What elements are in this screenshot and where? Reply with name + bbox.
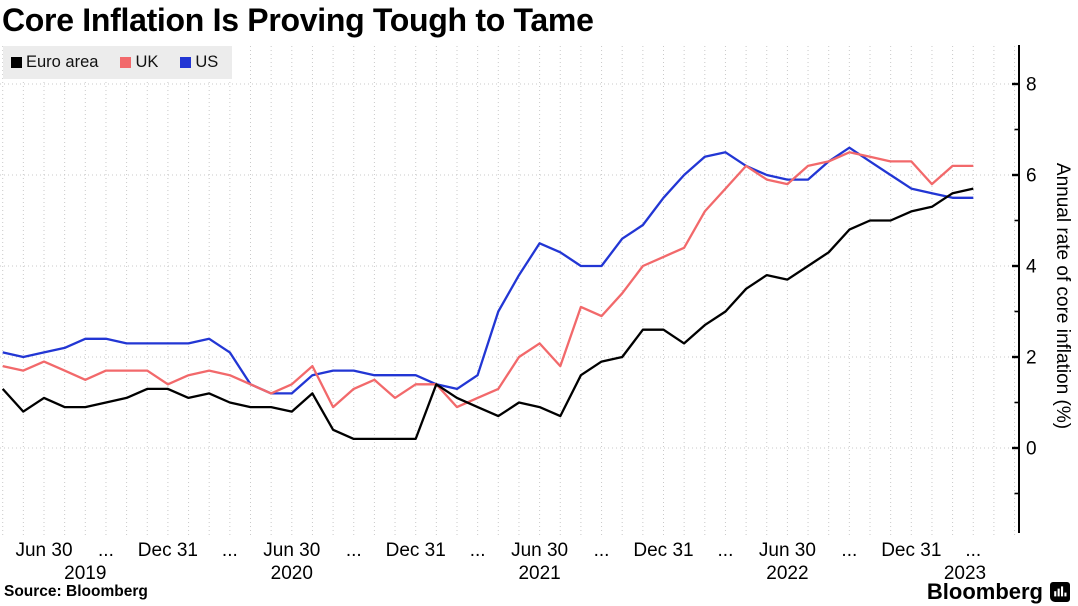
x-tick-label: ...	[594, 540, 610, 561]
x-tick-label: Dec 31	[633, 540, 693, 561]
legend-item-us: US	[180, 53, 218, 72]
y-tick-label: 8	[1026, 75, 1037, 96]
bloomberg-terminal-icon	[1050, 582, 1070, 602]
series-line-uk	[2, 151, 974, 409]
x-tick-label: Jun 30	[759, 540, 816, 561]
x-tick-label: Jun 30	[511, 540, 568, 561]
y-tick-label: 0	[1026, 439, 1037, 460]
bloomberg-wordmark: Bloomberg	[926, 579, 1043, 604]
series-line-us	[2, 146, 974, 395]
legend-swatch	[11, 57, 22, 68]
x-tick-label: ...	[718, 540, 734, 561]
x-tick-label: Jun 30	[15, 540, 72, 561]
legend-label: US	[195, 53, 219, 71]
x-year-label: 2021	[518, 563, 560, 584]
y-tick-label: 4	[1026, 257, 1037, 278]
gridlines	[0, 46, 1019, 535]
legend-swatch	[120, 57, 132, 68]
x-tick-label: ...	[346, 540, 362, 561]
y-tick-label: 2	[1026, 348, 1037, 369]
legend-swatch	[180, 57, 192, 68]
legend-item-uk: UK	[120, 53, 158, 72]
x-year-label: 2020	[271, 563, 313, 584]
x-tick-label: Dec 31	[138, 540, 198, 561]
x-year-label: 2019	[64, 563, 106, 584]
x-tick-label: ...	[98, 540, 114, 561]
series-line-euro-area	[1, 187, 974, 441]
chart-title: Core Inflation Is Proving Tough to Tame	[2, 2, 594, 38]
chart-legend: Euro area UK US	[3, 46, 233, 79]
y-tick-label: 6	[1026, 166, 1037, 187]
x-tick-label: ...	[965, 540, 981, 561]
x-year-label: 2023	[944, 563, 986, 584]
x-tick-label: Dec 31	[881, 540, 941, 561]
legend-label: UK	[135, 53, 159, 71]
x-year-label: 2022	[766, 563, 808, 584]
x-tick-label: ...	[222, 540, 238, 561]
source-credit: Source: Bloomberg	[4, 583, 148, 600]
y-axis	[1012, 45, 1020, 533]
x-tick-labels: Jun 30... Dec 31... Jun 30... Dec 31... Jun …	[15, 540, 986, 584]
y-tick-labels: 8 6 4 2 0	[1026, 75, 1037, 460]
x-tick-label: Jun 30	[263, 540, 320, 561]
x-tick-label: ...	[841, 540, 857, 561]
legend-item-euro-area: Euro area	[11, 53, 98, 72]
x-tick-label: Dec 31	[386, 540, 446, 561]
bloomberg-logo: Bloomberg	[927, 579, 1070, 605]
legend-label: Euro area	[26, 53, 99, 71]
x-tick-label: ...	[470, 540, 486, 561]
y-axis-title: Annual rate of core inflation (%)	[1052, 163, 1073, 429]
